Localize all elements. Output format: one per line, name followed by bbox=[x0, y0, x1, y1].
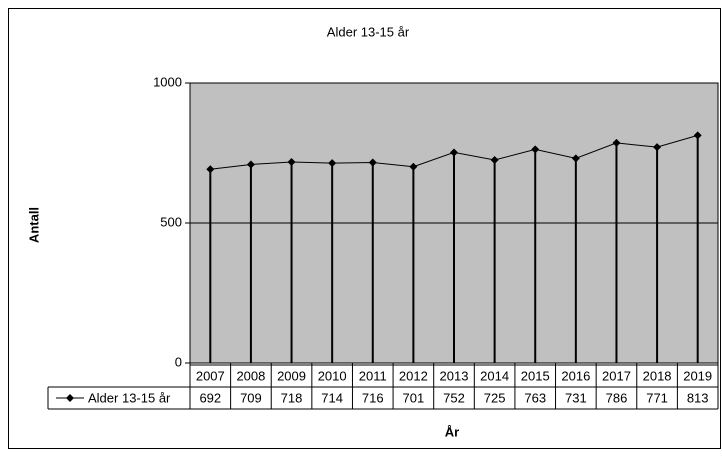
x-tick-label: 2008 bbox=[236, 368, 265, 383]
table-value: 771 bbox=[646, 390, 668, 405]
x-tick-label: 2010 bbox=[318, 368, 347, 383]
table-value: 725 bbox=[484, 390, 506, 405]
table-value: 714 bbox=[321, 390, 343, 405]
table-value: 701 bbox=[403, 390, 425, 405]
x-tick-label: 2014 bbox=[480, 368, 509, 383]
marker bbox=[206, 165, 215, 174]
table-value: 813 bbox=[687, 390, 709, 405]
legend-marker bbox=[66, 394, 74, 402]
x-tick-label: 2011 bbox=[359, 368, 387, 383]
table-value: 786 bbox=[606, 390, 628, 405]
table-value: 731 bbox=[565, 390, 587, 405]
marker bbox=[287, 157, 296, 166]
y-axis-label: Antall bbox=[26, 207, 41, 243]
table-value: 709 bbox=[240, 390, 262, 405]
marker bbox=[653, 143, 662, 152]
y-tick-label: 500 bbox=[160, 214, 182, 229]
marker bbox=[490, 156, 499, 164]
x-axis-label: År bbox=[445, 424, 459, 439]
marker bbox=[328, 159, 337, 168]
x-tick-label: 2016 bbox=[561, 368, 590, 383]
table-value: 718 bbox=[281, 390, 303, 405]
table-value: 692 bbox=[199, 390, 221, 405]
x-tick-label: 2007 bbox=[196, 368, 225, 383]
table-value: 752 bbox=[443, 390, 465, 405]
x-tick-label: 2018 bbox=[643, 368, 672, 383]
marker bbox=[409, 162, 418, 171]
x-tick-label: 2009 bbox=[277, 368, 306, 383]
table-value: 763 bbox=[524, 390, 546, 405]
marker bbox=[693, 131, 702, 140]
marker bbox=[450, 148, 458, 157]
x-tick-label: 2019 bbox=[683, 368, 712, 383]
x-tick-label: 2017 bbox=[602, 368, 631, 383]
x-tick-label: 2012 bbox=[399, 368, 428, 383]
marker bbox=[368, 158, 377, 167]
marker bbox=[571, 154, 580, 163]
x-tick-label: 2015 bbox=[521, 368, 550, 383]
x-tick-label: 2013 bbox=[440, 368, 469, 383]
chart-title: Alder 13-15 år bbox=[327, 24, 410, 39]
y-tick-label: 0 bbox=[175, 354, 182, 369]
legend-label: Alder 13-15 år bbox=[88, 390, 171, 405]
marker bbox=[531, 145, 540, 154]
y-tick-label: 1000 bbox=[153, 74, 182, 89]
marker bbox=[612, 138, 621, 147]
table-value: 716 bbox=[362, 390, 384, 405]
marker bbox=[246, 160, 255, 169]
